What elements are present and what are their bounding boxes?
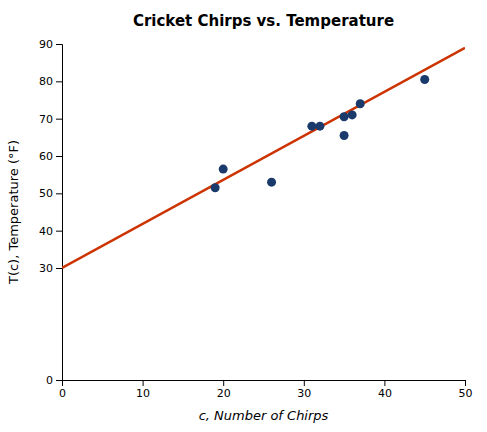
x-axis-tick: 50 — [459, 380, 473, 400]
y-axis-tick-label: 30 — [39, 262, 53, 275]
title: Cricket Chirps vs. Temperature — [133, 12, 394, 30]
y-axis-tick: 80 — [39, 75, 62, 88]
chart: 0 10 20 30 40 50 0 30 40 50 60 70 80 90 Cricket Chirps… — [0, 0, 487, 432]
y-axis-tick-label: 80 — [39, 75, 53, 88]
y-axis-tick-mark — [56, 231, 62, 232]
x-axis-tick: 10 — [136, 380, 150, 400]
fit-line — [62, 48, 465, 268]
y-axis-tick: 90 — [39, 38, 62, 51]
x-axis-title: c, Number of Chirps — [199, 408, 329, 423]
x-axis-tick-label: 40 — [378, 387, 392, 400]
scatter-point — [340, 131, 349, 140]
x-axis: 0 10 20 30 40 50 — [59, 380, 473, 400]
scatter-point — [356, 99, 365, 108]
marks — [62, 48, 465, 268]
x-axis-tick-label: 50 — [459, 387, 473, 400]
y-axis-tick-label: 40 — [39, 225, 53, 238]
y-axis-tick-label: 90 — [39, 38, 53, 51]
scatter-point — [267, 178, 276, 187]
x-axis-tick-label: 30 — [297, 387, 311, 400]
x-axis-tick: 40 — [378, 380, 392, 400]
x-axis-tick: 0 — [59, 380, 66, 400]
y-axis-tick-mark — [56, 156, 62, 157]
y-axis-tick-mark — [56, 380, 62, 381]
y-axis-tick-label: 0 — [46, 374, 53, 387]
x-axis-tick-mark — [223, 380, 224, 386]
scatter-point — [211, 183, 220, 192]
scatter-point — [348, 110, 357, 119]
y-axis: 0 30 40 50 60 70 80 90 — [39, 38, 63, 387]
y-axis-tick: 40 — [39, 225, 62, 238]
x-axis-tick-mark — [384, 380, 385, 386]
x-axis-tick-label: 10 — [136, 387, 150, 400]
scatter-point — [307, 122, 316, 131]
x-axis-tick-mark — [143, 380, 144, 386]
plot: 0 10 20 30 40 50 0 30 40 50 60 70 80 90 — [39, 38, 473, 400]
y-axis-tick-mark — [56, 268, 62, 269]
scatter-point — [315, 122, 324, 131]
y-axis-tick-mark — [56, 193, 62, 194]
y-axis-tick-mark — [56, 81, 62, 82]
y-axis-tick: 60 — [39, 150, 62, 163]
y-axis-tick-label: 70 — [39, 113, 53, 126]
y-axis-line — [56, 45, 63, 381]
x-axis-tick-label: 20 — [217, 387, 231, 400]
y-axis-tick: 0 — [46, 374, 62, 387]
scatter-point — [420, 75, 429, 84]
x-axis-tick-label: 0 — [59, 387, 66, 400]
y-axis-tick-label: 50 — [39, 187, 53, 200]
y-axis-tick: 70 — [39, 113, 62, 126]
y-axis-tick: 30 — [39, 262, 62, 275]
x-axis-line — [63, 381, 466, 387]
y-axis-tick-mark — [56, 119, 62, 120]
x-axis-tick: 20 — [217, 380, 231, 400]
y-axis-tick-mark — [56, 44, 62, 45]
x-axis-tick-mark — [465, 380, 466, 386]
y-axis-tick: 50 — [39, 187, 62, 200]
scatter-point — [340, 112, 349, 121]
x-axis-tick-mark — [304, 380, 305, 386]
x-axis-tick: 30 — [297, 380, 311, 400]
y-axis-tick-label: 60 — [39, 150, 53, 163]
scatter-point — [219, 165, 228, 174]
y-axis-title: T(c), Temperature (°F) — [6, 140, 21, 285]
